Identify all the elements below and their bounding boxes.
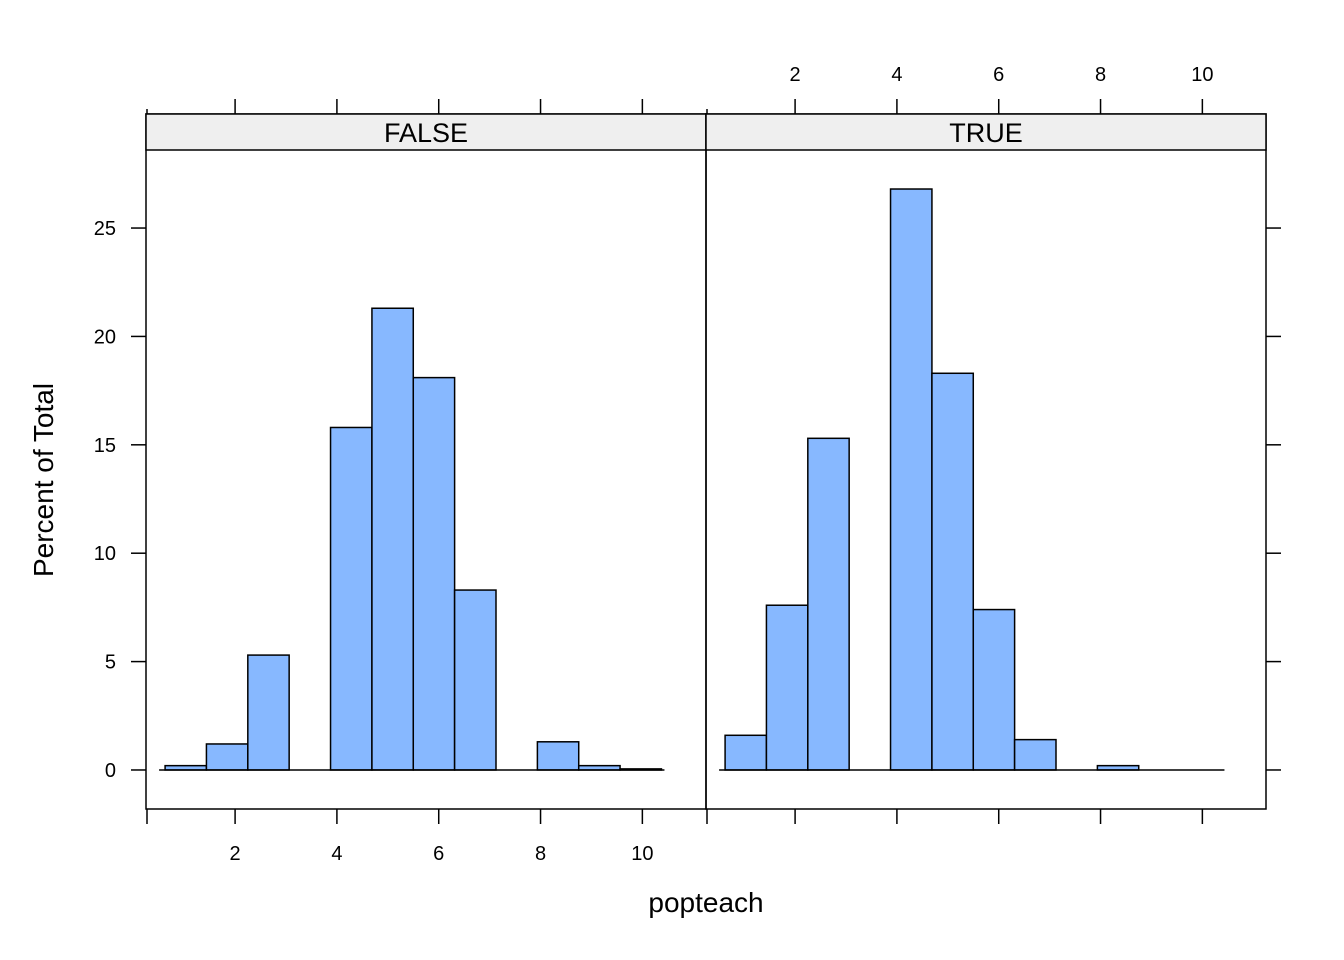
bar — [765, 604, 809, 771]
x-tick-label: 8 — [535, 843, 546, 865]
bar — [247, 654, 290, 771]
strip-true — [705, 113, 1267, 151]
bar — [205, 743, 249, 771]
bar — [931, 372, 975, 771]
y-tick-label: 0 — [105, 760, 116, 782]
x-tick-label: 2 — [790, 64, 801, 86]
bar — [412, 376, 456, 771]
x-tick-label: 6 — [993, 64, 1004, 86]
bar — [724, 734, 768, 771]
x-tick-label: 10 — [1191, 64, 1213, 86]
x-tick-label: 4 — [891, 64, 902, 86]
bar — [329, 426, 373, 771]
x-axis-title: popteach — [648, 887, 763, 918]
x-tick-label: 2 — [230, 843, 241, 865]
strip-label-false: FALSE — [384, 118, 468, 148]
bar — [972, 608, 1016, 771]
x-tick-label: 8 — [1095, 64, 1106, 86]
strip-label-true: TRUE — [949, 118, 1023, 148]
x-tick-label: 4 — [331, 843, 342, 865]
bar — [889, 188, 933, 771]
axes: 2 4 6 8 10 2 4 6 8 10 0 5 10 15 20 25 — [94, 64, 1281, 865]
bars-false — [164, 307, 663, 771]
y-tick-label: 25 — [94, 218, 116, 240]
x-tick-label: 6 — [433, 843, 444, 865]
panel-false: FALSE — [145, 113, 707, 810]
y-tick-label: 10 — [94, 543, 116, 565]
panel-true: TRUE — [705, 113, 1267, 810]
bar — [1013, 738, 1057, 771]
strip-false — [145, 113, 707, 151]
bar — [807, 437, 850, 771]
y-axis-title: Percent of Total — [28, 383, 59, 577]
bar — [536, 741, 580, 771]
y-tick-label: 20 — [94, 326, 116, 348]
x-tick-label: 10 — [631, 843, 653, 865]
bar — [453, 589, 497, 771]
bars-true — [724, 188, 1140, 771]
y-tick-label: 5 — [105, 652, 116, 674]
y-tick-label: 15 — [94, 435, 116, 457]
bar — [371, 307, 415, 771]
